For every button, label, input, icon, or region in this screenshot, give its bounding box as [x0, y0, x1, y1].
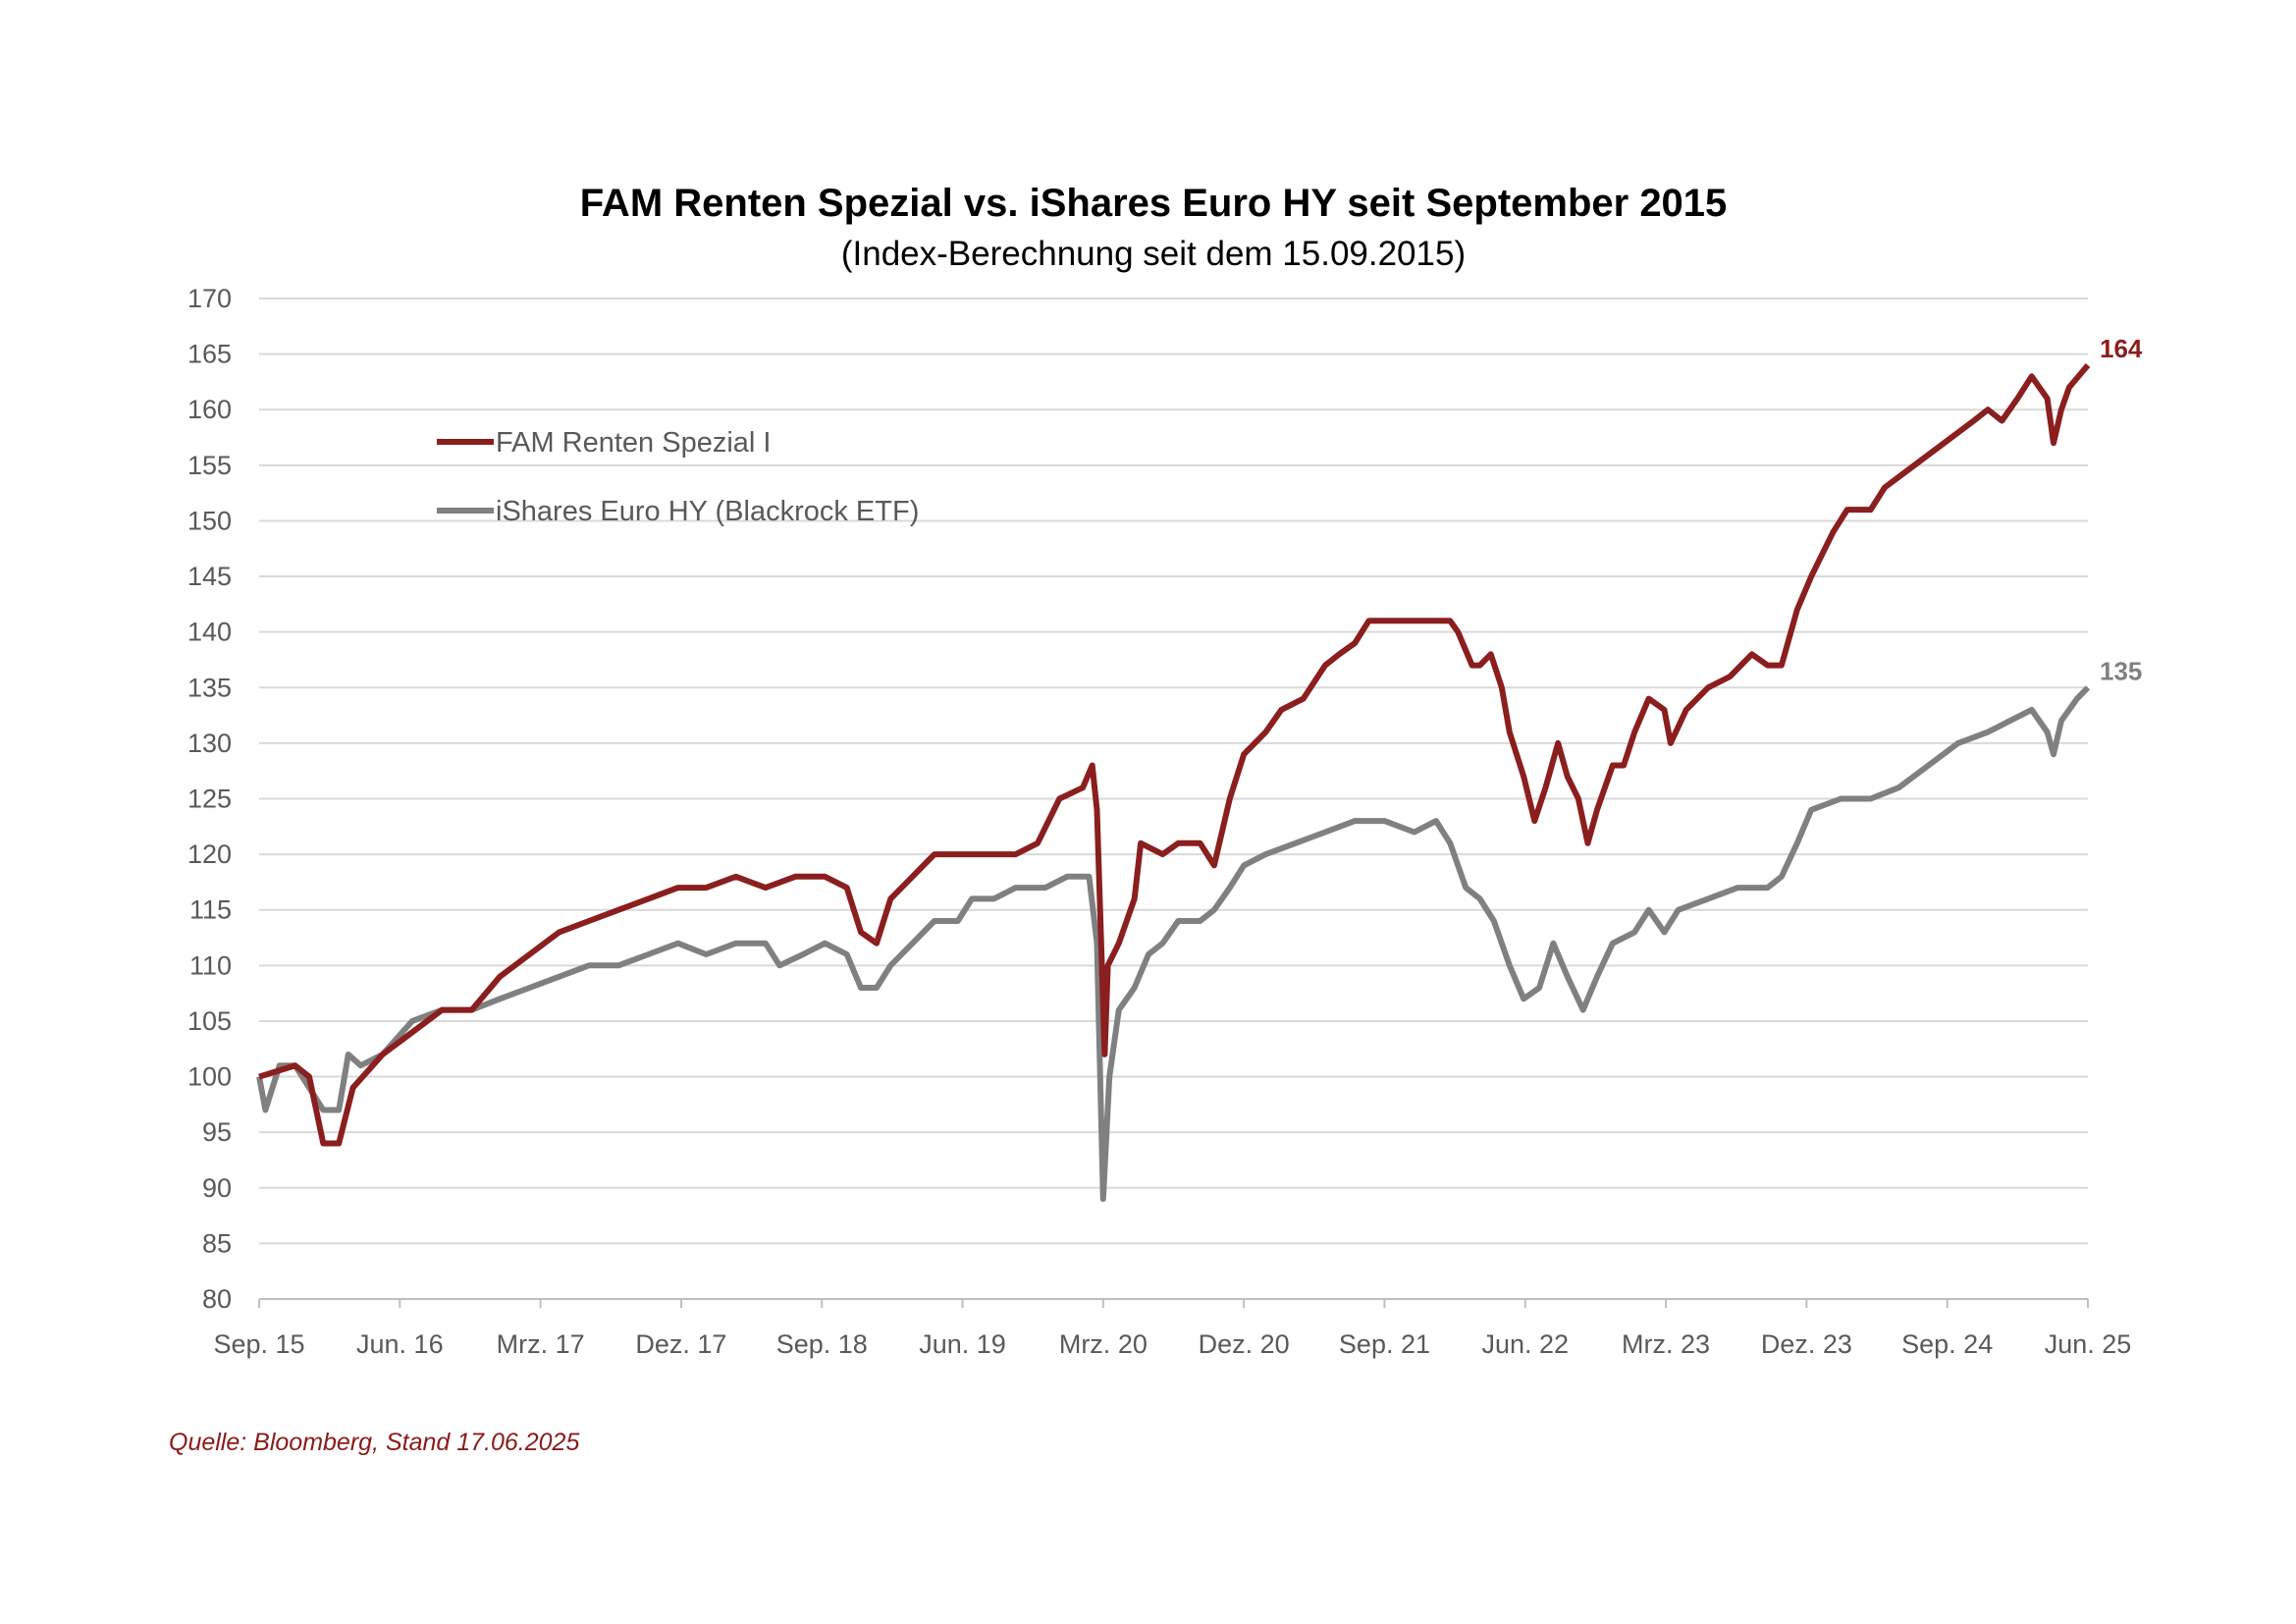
series-line-ishares	[256, 685, 2091, 1203]
x-tick-label: Jun. 22	[1481, 1329, 1569, 1359]
series-line-fam	[258, 362, 2091, 1147]
x-tick-label: Jun. 25	[2045, 1329, 2132, 1359]
y-tick-label: 125	[187, 785, 232, 814]
end-value-label: 164	[2100, 334, 2143, 363]
y-tick-label: 100	[187, 1062, 232, 1092]
x-tick-label: Sep. 24	[1901, 1329, 1993, 1359]
y-tick-label: 140	[187, 618, 232, 647]
y-tick-label: 85	[202, 1228, 232, 1258]
y-tick-label: 165	[187, 340, 232, 369]
y-tick-label: 155	[187, 451, 232, 480]
legend: FAM Renten Spezial I iShares Euro HY (Bla…	[437, 427, 919, 527]
y-tick-label: 115	[189, 895, 232, 925]
x-tick-label: Sep. 21	[1339, 1329, 1430, 1359]
x-tick-label: Sep. 15	[213, 1329, 304, 1359]
source-note: Quelle: Bloomberg, Stand 17.06.2025	[169, 1429, 580, 1456]
y-axis: 80 85 90 95 100 105 110 115 120 125 130 135 140 145 15…	[187, 284, 232, 1314]
chart-title: FAM Renten Spezial vs. iShares Euro HY s…	[580, 182, 1728, 225]
legend-label: iShares Euro HY (Blackrock ETF)	[496, 496, 919, 527]
y-tick-label: 95	[202, 1117, 232, 1147]
y-tick-label: 160	[187, 395, 232, 424]
x-tick-label: Mrz. 23	[1622, 1329, 1710, 1359]
x-tick-label: Dez. 20	[1199, 1329, 1290, 1359]
end-labels: 164 135	[2100, 334, 2143, 685]
legend-label: FAM Renten Spezial I	[496, 427, 771, 459]
x-tick-label: Dez. 23	[1761, 1329, 1852, 1359]
x-tick-label: Jun. 19	[919, 1329, 1006, 1359]
chart-subtitle: (Index-Berechnung seit dem 15.09.2015)	[841, 235, 1466, 273]
y-tick-label: 110	[189, 950, 232, 980]
y-tick-label: 130	[187, 729, 232, 758]
y-tick-label: 135	[187, 673, 232, 702]
y-tick-label: 145	[187, 562, 232, 591]
x-tick-label: Mrz. 20	[1059, 1329, 1148, 1359]
x-tick-label: Sep. 18	[776, 1329, 868, 1359]
x-axis: Sep. 15 Jun. 16 Mrz. 17 Dez. 17 Sep. 18 Jun. …	[213, 1298, 2132, 1359]
y-tick-label: 105	[187, 1006, 232, 1036]
series-lines	[256, 362, 2091, 1203]
y-tick-label: 80	[202, 1284, 232, 1314]
x-tick-label: Jun. 16	[356, 1329, 444, 1359]
y-tick-label: 170	[187, 284, 232, 313]
x-tick-label: Mrz. 17	[497, 1329, 585, 1359]
gridlines	[259, 298, 2088, 1245]
y-tick-label: 150	[187, 506, 232, 535]
y-tick-label: 120	[187, 839, 232, 869]
end-value-label: 135	[2100, 656, 2142, 685]
y-tick-label: 90	[202, 1173, 232, 1203]
x-tick-label: Dez. 17	[635, 1329, 726, 1359]
